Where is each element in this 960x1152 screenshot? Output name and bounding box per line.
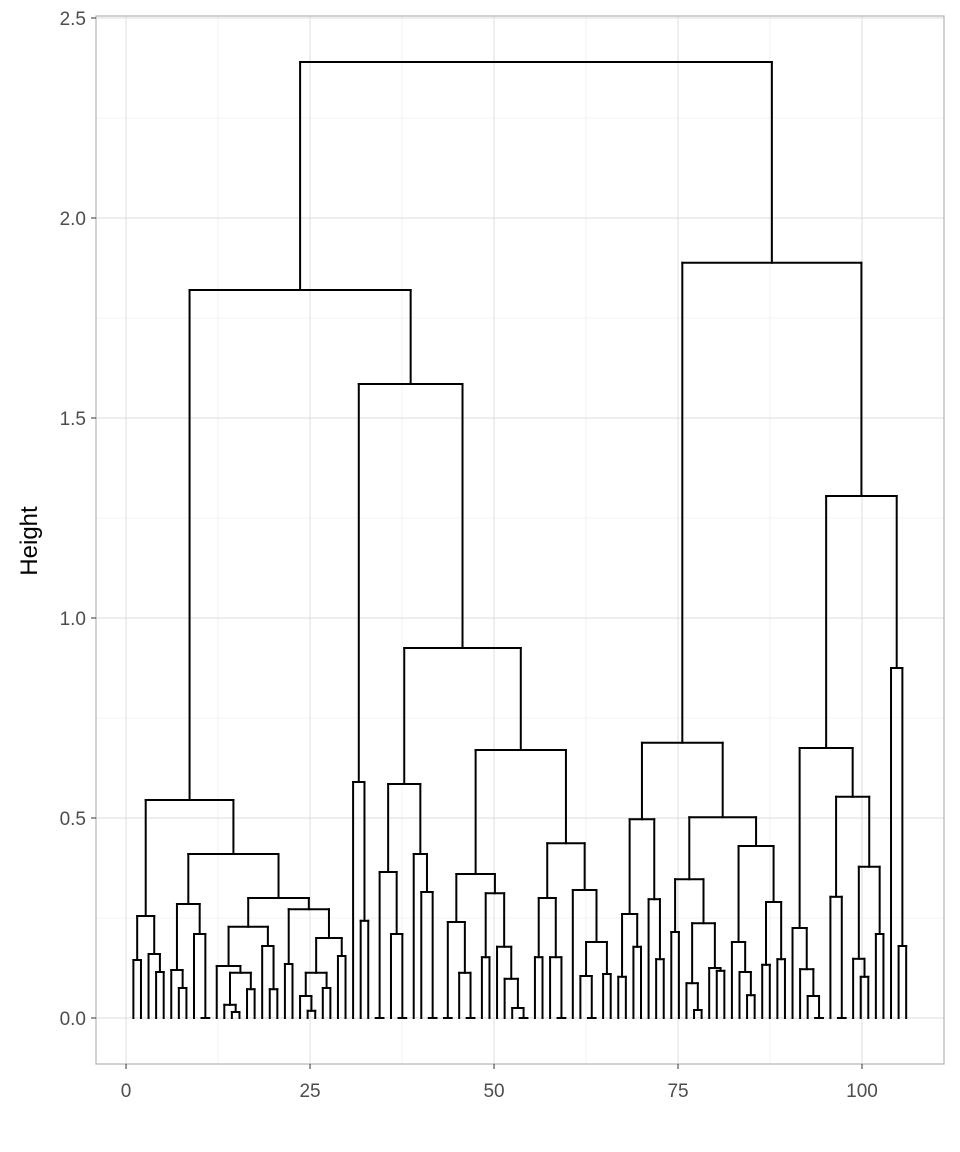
x-tick-label: 25 — [299, 1081, 320, 1102]
x-tick-label: 75 — [667, 1081, 688, 1102]
axes: 0 25 50 75 100 0.0 0.5 1.0 1.5 2.0 2.5 — [60, 9, 878, 1102]
dendrogram-branches — [132, 61, 908, 1019]
panel-border — [95, 15, 945, 1065]
x-tick-label: 100 — [846, 1081, 878, 1102]
x-tick-label: 0 — [121, 1081, 132, 1102]
y-tick-label: 0.0 — [60, 1009, 86, 1030]
y-tick-label: 2.0 — [60, 209, 86, 230]
grid-lines — [96, 16, 944, 1064]
y-tick-label: 1.0 — [60, 609, 86, 630]
x-tick-label: 50 — [483, 1081, 504, 1102]
y-tick-label: 2.5 — [60, 9, 86, 30]
y-tick-label: 1.5 — [60, 409, 86, 430]
y-axis-title: Height — [16, 506, 43, 576]
y-tick-label: 0.5 — [60, 809, 86, 830]
